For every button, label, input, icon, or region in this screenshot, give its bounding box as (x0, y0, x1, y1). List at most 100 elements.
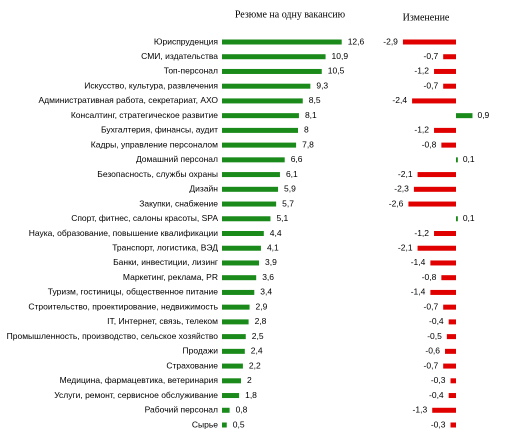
value-label: -2,6 (389, 198, 404, 208)
bar (434, 127, 456, 133)
category-label: Топ-персонал (164, 66, 218, 76)
bar (222, 348, 245, 354)
value-label: 0,1 (463, 213, 475, 223)
value-label: -1,2 (414, 228, 429, 238)
bar (417, 172, 456, 178)
value-label: 2,4 (251, 346, 263, 356)
chart-title: Изменение (403, 12, 450, 23)
chart-title: Резюме на одну вакансию (235, 9, 346, 20)
bar (448, 393, 456, 399)
value-label: 10,5 (328, 66, 345, 76)
bar (450, 378, 456, 384)
value-label: 5,7 (282, 198, 294, 208)
value-label: 0,8 (236, 405, 248, 415)
category-label: Наука, образование, повышение квалификац… (29, 228, 218, 238)
value-label: 1,8 (245, 390, 257, 400)
bar (445, 348, 456, 354)
value-label: 0,1 (463, 154, 475, 164)
value-label: 8 (304, 125, 309, 135)
bar (443, 54, 456, 60)
bar (408, 201, 456, 207)
bar (443, 83, 456, 89)
value-label: -0,5 (427, 331, 442, 341)
value-label: -0,7 (424, 360, 439, 370)
value-label: 2,2 (249, 360, 261, 370)
value-label: -0,7 (424, 301, 439, 311)
bar (430, 289, 456, 295)
value-label: 5,9 (284, 184, 296, 194)
value-label: 4,4 (270, 228, 282, 238)
bar (222, 275, 257, 281)
category-label: Рабочий персонал (145, 405, 218, 415)
bar (222, 289, 255, 295)
category-label: Медицина, фармацевтика, ветеринария (60, 375, 219, 385)
category-label: Безопасность, службы охраны (97, 169, 218, 179)
value-label: 9,3 (316, 80, 328, 90)
bar (222, 127, 298, 133)
bar (222, 98, 303, 104)
bar (222, 142, 297, 148)
bar (412, 98, 456, 104)
value-label: 2 (247, 375, 252, 385)
value-label: -2,1 (398, 242, 413, 252)
value-label: -0,8 (422, 272, 437, 282)
category-label: Бухгалтерия, финансы, аудит (101, 125, 218, 135)
bar (222, 363, 243, 369)
bar (222, 422, 227, 428)
bar (448, 319, 456, 325)
value-label: 3,4 (260, 287, 272, 297)
value-label: -1,2 (414, 66, 429, 76)
category-label: Туризм, гостиницы, общественное питание (48, 287, 219, 297)
value-label: 6,1 (286, 169, 298, 179)
value-label: 8,5 (309, 95, 321, 105)
category-label: Продажи (183, 346, 219, 356)
category-label: Спорт, фитнес, салоны красоты, SPA (71, 213, 218, 223)
bar (222, 68, 322, 74)
bar (456, 157, 458, 163)
value-label: -0,3 (431, 419, 446, 429)
value-label: -0,7 (424, 80, 439, 90)
bar (456, 216, 458, 222)
bar (417, 245, 456, 251)
bar (222, 54, 326, 60)
bar (222, 39, 342, 45)
bar (222, 304, 250, 310)
category-label: Кадры, управление персоналом (91, 139, 218, 149)
value-label: -2,3 (394, 184, 409, 194)
bar (443, 363, 456, 369)
value-label: -1,4 (411, 287, 426, 297)
bar (222, 393, 240, 399)
value-label: 8,1 (305, 110, 317, 120)
bar (402, 39, 456, 45)
bar (222, 172, 280, 178)
value-label: -0,4 (429, 390, 444, 400)
value-label: -0,4 (429, 316, 444, 326)
value-label: -0,6 (425, 346, 440, 356)
value-label: 2,5 (252, 331, 264, 341)
value-label: 3,6 (262, 272, 274, 282)
value-label: -0,8 (422, 139, 437, 149)
bar (434, 231, 456, 236)
category-label: IT, Интернет, связь, телеком (107, 316, 218, 326)
bar (222, 407, 230, 413)
category-label: Административная работа, секретариат, АХ… (39, 95, 219, 105)
category-label: Банки, инвестиции, лизинг (113, 257, 218, 267)
value-label: -1,2 (414, 125, 429, 135)
value-label: -2,9 (383, 36, 398, 46)
bar (456, 113, 473, 119)
category-label: Страхование (166, 360, 218, 370)
category-label: Маркетинг, реклама, PR (123, 272, 218, 282)
bar (222, 186, 279, 192)
category-label: СМИ, издательства (141, 51, 218, 61)
value-label: 7,8 (302, 139, 314, 149)
value-label: -0,3 (431, 375, 446, 385)
category-label: Консалтинг, стратегическое развитие (71, 110, 218, 120)
category-label: Домашний персонал (136, 154, 218, 164)
bar (430, 260, 456, 266)
value-label: 5,1 (276, 213, 288, 223)
value-label: -2,1 (398, 169, 413, 179)
value-label: 4,1 (267, 242, 279, 252)
category-label: Услуги, ремонт, сервисное обслуживание (54, 390, 218, 400)
bar (222, 378, 241, 384)
